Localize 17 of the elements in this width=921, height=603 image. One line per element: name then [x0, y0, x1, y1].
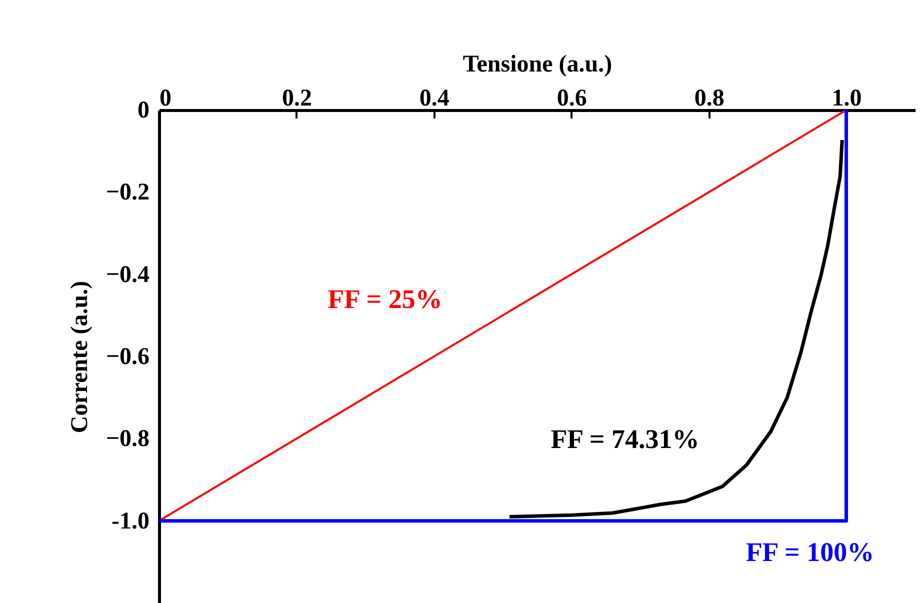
- y-tick-label: −0.2: [106, 180, 150, 206]
- x-tick-label: 0: [160, 86, 172, 112]
- line-series: [508, 138, 844, 518]
- y-tick-label: −0.6: [106, 344, 150, 370]
- annotation: FF = 100%: [746, 537, 874, 567]
- annotation: FF = 25%: [328, 284, 442, 314]
- x-tick-label: 0.2: [282, 86, 312, 112]
- y-tick-label: -1.0: [112, 508, 150, 534]
- y-axis-title: Corrente (a.u.): [66, 280, 93, 434]
- y-tick-label: −0.4: [106, 262, 150, 288]
- annotation: FF = 74.31%: [550, 424, 700, 454]
- x-tick-label: 0.8: [694, 86, 724, 112]
- y-tick-label: −0.8: [106, 426, 150, 452]
- x-tick-label: 0.6: [556, 86, 587, 112]
- x-axis-title: Tensione (a.u.): [462, 52, 612, 78]
- x-tick-label: 1.0: [832, 86, 862, 112]
- x-tick-label: 0.4: [419, 86, 450, 112]
